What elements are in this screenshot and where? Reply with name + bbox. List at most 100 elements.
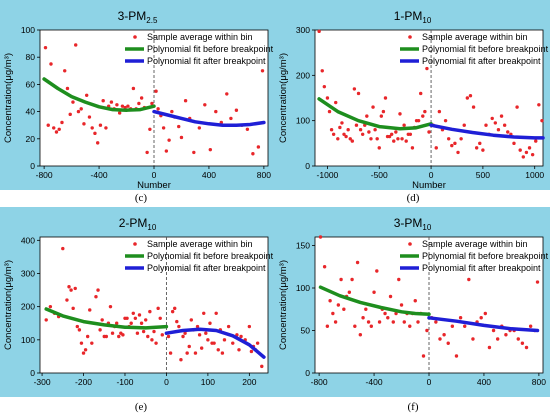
sample-point (135, 331, 140, 335)
sample-point (462, 123, 466, 127)
sample-point (336, 303, 341, 307)
sample-point (77, 328, 82, 332)
sample-point (383, 311, 387, 316)
sample-point (152, 329, 156, 334)
sample-point (81, 351, 86, 355)
sample-point (367, 130, 371, 134)
y-tick-label: 50 (301, 326, 311, 336)
chart-panel-e: 2-PM10 0 100 200 300 400 -300 -200 -100 0 100 200 Co… (0, 207, 275, 397)
y-tick-label: 0 (30, 161, 35, 171)
sample-point (434, 320, 438, 324)
sample-point (164, 149, 169, 153)
sample-point (57, 127, 61, 131)
sample-point (131, 311, 135, 315)
x-tick-label: 0 (164, 377, 169, 387)
y-tick-label: 80 (26, 52, 36, 62)
sample-point (177, 124, 181, 129)
sample-point (161, 126, 166, 130)
sample-point (65, 298, 69, 302)
legend-label-sample: Sample average within bin (147, 32, 253, 42)
sample-point (247, 324, 252, 329)
sample-point (85, 334, 90, 339)
fit-after-line (429, 123, 545, 140)
sample-point (249, 349, 254, 354)
x-tick-label: -1000 (317, 170, 339, 180)
sample-point (478, 141, 482, 146)
sample-point (344, 134, 348, 139)
chart-title-subscript: 10 (422, 16, 431, 25)
chart-title: 3-PM2.5 (118, 9, 158, 25)
x-tick-label: -200 (75, 377, 92, 387)
fit-before-line (44, 307, 169, 330)
chart-title: 2-PM10 (119, 216, 157, 232)
sample-point (530, 152, 535, 157)
sample-point (355, 260, 360, 265)
x-tick-label: 500 (476, 170, 490, 180)
sample-point (399, 303, 404, 307)
sample-point (44, 318, 48, 322)
sample-point (104, 334, 109, 339)
sample-point (195, 324, 200, 329)
sample-point (386, 316, 390, 320)
sample-point (87, 115, 92, 119)
fit-before-line (318, 285, 431, 317)
x-tick-label: 100 (201, 377, 215, 387)
legend-label-after: Polynomial fit after breakpoint (422, 263, 541, 273)
sample-point (148, 309, 152, 314)
sample-point (94, 295, 98, 299)
sample-point (520, 341, 525, 345)
sample-point (402, 123, 406, 127)
sample-point (400, 137, 404, 141)
sample-point (356, 91, 361, 96)
sample-point (108, 304, 113, 309)
sample-point (421, 114, 425, 118)
sample-point (425, 66, 429, 71)
plot-area (314, 29, 544, 167)
sample-point (490, 116, 494, 121)
sample-point (150, 338, 154, 342)
sample-point (443, 118, 448, 123)
sample-point (73, 286, 77, 291)
sample-point (387, 134, 392, 139)
sample-point (346, 128, 350, 132)
sample-point (454, 354, 459, 358)
sample-point (408, 132, 413, 136)
x-tick-label: 200 (242, 377, 256, 387)
sample-point (369, 137, 373, 141)
legend-label-before: Polynomial fit before breakpoint (422, 251, 549, 261)
sample-point (425, 328, 429, 333)
caption-e: (e) (134, 401, 148, 413)
sample-point (334, 100, 338, 105)
sample-point (260, 69, 265, 73)
sample-point (260, 364, 264, 369)
sample-point (535, 280, 540, 284)
sample-point (369, 324, 374, 328)
sample-point (74, 43, 78, 47)
sample-point (104, 126, 108, 130)
sample-point (379, 114, 384, 118)
sample-point (117, 334, 121, 339)
caption-d: (d) (406, 192, 420, 204)
legend-label-after: Polynomial fit after breakpoint (147, 56, 266, 66)
sample-point (467, 277, 471, 282)
y-tick-label: 400 (21, 235, 35, 245)
sample-point (333, 320, 338, 324)
y-tick-label: 300 (296, 25, 310, 35)
sample-point (117, 111, 122, 115)
sample-point (427, 130, 431, 134)
chart-panel-f: 3-PM10 0 50 100 150 -800 -400 0 400 800 Concentrat… (275, 207, 550, 397)
sample-point (68, 112, 72, 117)
sample-point (98, 123, 103, 127)
sample-point (397, 277, 401, 282)
sample-point (322, 265, 327, 269)
sample-point (521, 155, 526, 159)
sample-point (408, 324, 412, 328)
y-axis-label: Concentration(μg/m³) (278, 260, 289, 350)
sample-point (468, 94, 473, 98)
sample-point (197, 126, 202, 130)
sample-point (318, 235, 323, 239)
sample-point (212, 341, 216, 345)
sample-point (479, 316, 483, 320)
sample-point (144, 318, 148, 322)
sample-point (537, 103, 541, 107)
